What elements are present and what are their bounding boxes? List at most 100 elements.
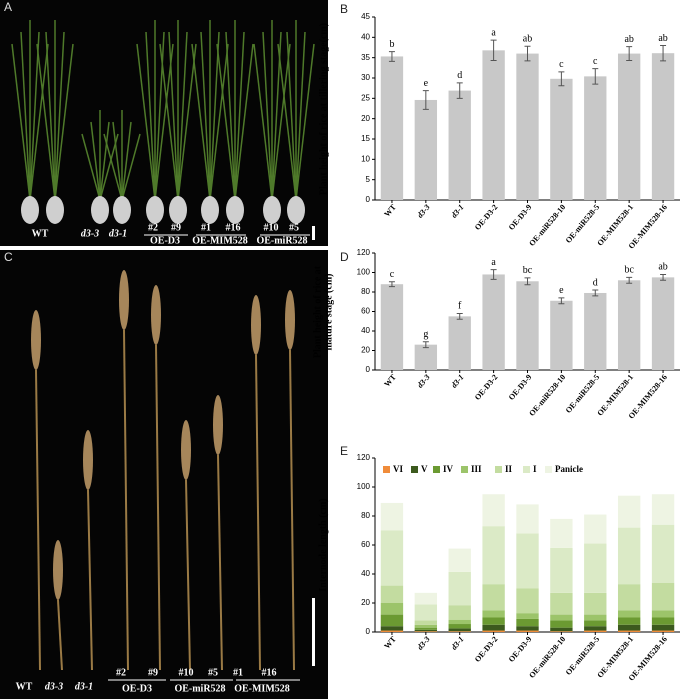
scale-bar xyxy=(312,598,315,666)
y-tick-label: 40 xyxy=(361,32,370,41)
x-tick-label: WT xyxy=(382,372,398,389)
panel-label: A xyxy=(4,0,12,14)
bar-segment xyxy=(550,627,573,632)
photo-label: #9 xyxy=(148,667,158,678)
x-tick-label: OE-D3-9 xyxy=(507,203,534,232)
panel-label: C xyxy=(4,250,13,264)
bar-segment xyxy=(550,547,573,593)
leaf xyxy=(121,121,132,201)
y-tick-label: 80 xyxy=(361,287,370,296)
significance-letter: bc xyxy=(624,265,634,276)
bar-segment xyxy=(482,630,505,632)
error-bar xyxy=(558,297,565,305)
error-bar xyxy=(558,71,565,87)
legend-label: IV xyxy=(443,464,454,474)
x-tick-label: OE-D3-2 xyxy=(473,635,500,664)
bar-segment xyxy=(380,530,404,586)
significance-letter: a xyxy=(491,27,496,38)
significance-letter: bc xyxy=(523,265,533,276)
photo-label: #10 xyxy=(264,222,279,233)
x-tick-label: d3-1 xyxy=(449,635,465,652)
y-tick-label: 0 xyxy=(366,195,371,204)
x-tick-label: d3-1 xyxy=(449,203,465,220)
leaf xyxy=(29,43,49,201)
bar xyxy=(380,56,404,200)
leaf xyxy=(253,43,273,201)
leaf xyxy=(234,31,245,201)
significance-letter: f xyxy=(458,301,462,312)
leaf xyxy=(29,31,40,201)
x-tick-label: d3-1 xyxy=(449,373,465,390)
panicle xyxy=(181,420,191,480)
x-tick-label: OE-miR528-10 xyxy=(527,373,567,418)
x-tick-label: d3-3 xyxy=(415,373,431,390)
error-bar xyxy=(456,312,463,320)
significance-letter: ab xyxy=(624,34,633,45)
error-bar xyxy=(524,277,531,286)
x-tick-label: WT xyxy=(382,634,398,651)
x-tick-label: OE-miR528-10 xyxy=(527,635,567,680)
bar xyxy=(550,78,573,200)
x-tick-label: OE-miR528-5 xyxy=(564,635,601,677)
bar-segment xyxy=(448,624,471,629)
bar xyxy=(414,344,438,370)
stem xyxy=(217,454,223,671)
error-bar xyxy=(456,82,463,99)
y-tick-label: 40 xyxy=(361,569,370,578)
error-bar xyxy=(422,341,429,349)
bar-segment xyxy=(550,631,573,632)
significance-letter: e xyxy=(424,78,429,89)
roots xyxy=(113,196,131,224)
significance-letter: ab xyxy=(523,34,532,45)
y-tick-label: 60 xyxy=(361,540,370,549)
roots xyxy=(91,196,109,224)
y-tick-label: 100 xyxy=(357,268,371,277)
bar-segment xyxy=(651,494,675,525)
leaf xyxy=(262,31,273,201)
y-tick-label: 35 xyxy=(361,53,370,62)
x-tick-label: OE-miR528-5 xyxy=(564,373,601,415)
photo-label: d3-3 xyxy=(81,228,99,239)
error-bar xyxy=(660,273,667,281)
bar-segment xyxy=(482,494,505,527)
bar-segment xyxy=(651,524,675,583)
bar-segment xyxy=(617,630,641,632)
x-tick-label: WT xyxy=(382,202,398,219)
error-bar xyxy=(592,68,599,85)
bar-segment xyxy=(617,495,641,528)
y-tick-label: 60 xyxy=(361,307,370,316)
leaf xyxy=(11,43,31,201)
bar-segment xyxy=(584,514,607,544)
error-bar xyxy=(660,44,667,62)
photo-label: d3-1 xyxy=(109,228,127,239)
bar-segment xyxy=(414,592,438,605)
leaf xyxy=(36,43,56,201)
roots xyxy=(263,196,281,224)
bar-segment xyxy=(516,504,539,534)
bar xyxy=(651,277,675,370)
y-tick-label: 30 xyxy=(361,73,370,82)
bar-segment xyxy=(516,618,539,627)
leaf xyxy=(177,31,188,201)
photo-label: OE-D3 xyxy=(150,235,180,246)
error-bar xyxy=(592,289,599,297)
error-bar xyxy=(388,281,395,288)
leaf xyxy=(216,43,236,201)
error-bar xyxy=(388,51,395,62)
bar-segment xyxy=(584,620,607,627)
legend-label: II xyxy=(505,464,513,474)
panicle xyxy=(151,285,161,345)
leaf xyxy=(191,43,211,201)
significance-letter: c xyxy=(390,269,395,280)
leaf xyxy=(121,133,141,201)
photo-label: OE-miR528 xyxy=(256,235,307,246)
x-tick-label: OE-D3-2 xyxy=(473,373,500,402)
x-tick-label: d3-3 xyxy=(415,635,431,652)
bar-segment xyxy=(448,605,471,620)
x-tick-label: OE-D3-9 xyxy=(507,373,534,402)
panicle xyxy=(53,540,63,600)
y-tick-label: 0 xyxy=(366,365,371,374)
bar-segment xyxy=(516,613,539,619)
bar-segment xyxy=(380,614,404,627)
